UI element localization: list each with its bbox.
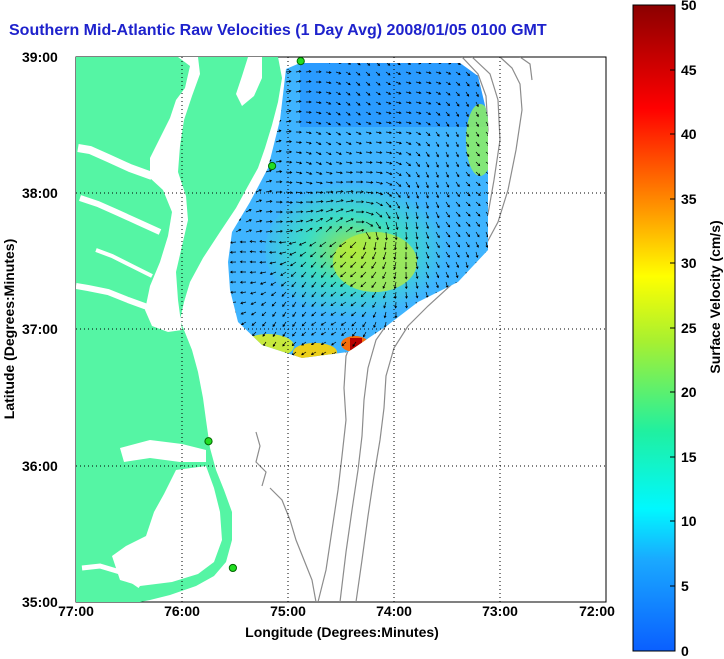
- y-tick-label: 37:00: [22, 321, 58, 337]
- neuse-river: [81, 563, 142, 589]
- colorbar-tick-label: 10: [681, 513, 697, 529]
- radar-station-marker: [204, 437, 213, 446]
- radar-station-marker: [228, 563, 237, 573]
- albemarle-sound: [120, 440, 206, 462]
- colorbar-tick-label: 35: [681, 191, 697, 207]
- y-tick-label: 35:00: [22, 594, 58, 610]
- x-tick-label: 72:00: [579, 603, 615, 619]
- x-tick-label: 77:00: [58, 603, 94, 619]
- james-river: [76, 283, 152, 311]
- colorbar-tick-label: 20: [681, 384, 697, 400]
- colorbar-tick-label: 5: [681, 578, 689, 594]
- colorbar-tick-label: 45: [681, 62, 697, 78]
- radar-station-marker: [268, 161, 277, 171]
- map-title: Southern Mid-Atlantic Raw Velocities (1 …: [9, 22, 547, 39]
- y-tick-label: 39:00: [22, 49, 58, 65]
- colorbar-tick-label: 0: [681, 643, 689, 659]
- york-river: [95, 248, 153, 278]
- delaware-bay: [236, 57, 262, 106]
- y-tick-label: 36:00: [22, 458, 58, 474]
- x-tick-label: 73:00: [482, 603, 518, 619]
- x-axis-label: Longitude (Degrees:Minutes): [245, 624, 439, 640]
- radar-stations: [204, 57, 305, 573]
- x-tick-label: 75:00: [270, 603, 306, 619]
- rappahannock-river: [79, 195, 162, 235]
- colorbar-tick-label: 40: [681, 126, 697, 142]
- pamlico-sound: [112, 466, 222, 586]
- colorbar-tick-label: 30: [681, 255, 697, 271]
- colorbar: [632, 4, 676, 652]
- potomac-river: [77, 144, 154, 180]
- y-tick-label: 38:00: [22, 185, 58, 201]
- radar-station-marker: [296, 57, 305, 66]
- colorbar-label: Surface Velocity (cm/s): [707, 220, 723, 374]
- x-tick-label: 76:00: [164, 603, 200, 619]
- colorbar-tick-label: 50: [681, 0, 697, 13]
- colorbar-tick-label: 15: [681, 449, 697, 465]
- grid-lines: [76, 57, 606, 602]
- chesapeake-bay: [145, 57, 200, 332]
- y-axis-label: Latitude (Degrees:Minutes): [1, 238, 17, 420]
- x-tick-label: 74:00: [376, 603, 412, 619]
- colorbar-ticks: [670, 4, 675, 652]
- colorbar-tick-label: 25: [681, 320, 697, 336]
